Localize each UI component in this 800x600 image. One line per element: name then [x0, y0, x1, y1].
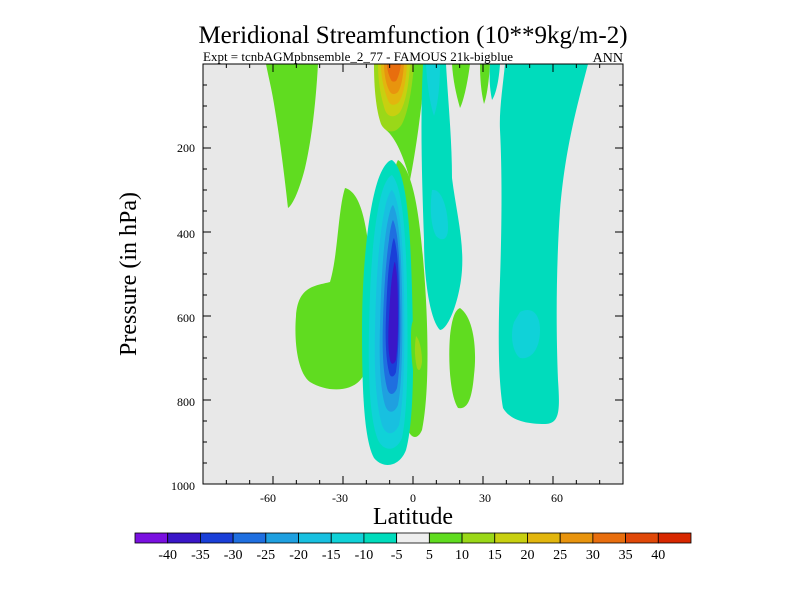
- contour-green-upper-south-small: [286, 64, 298, 112]
- chart-subtitle: Expt = tcnbAGMpbnsemble_2_77 - FAMOUS 21…: [203, 49, 513, 64]
- colorbar-level-label: -40: [158, 548, 177, 563]
- colorbar-swatch: [134, 532, 169, 544]
- contour-cyan-tropical-core-mid: [430, 189, 448, 240]
- x-tick-label: 0: [410, 491, 416, 505]
- colorbar-level-label: -25: [256, 548, 275, 563]
- colorbar-level-label: 20: [520, 548, 534, 563]
- contour-cyan-north-core: [512, 310, 540, 359]
- colorbar-level-label: 30: [586, 548, 600, 563]
- contour-fills: [266, 64, 588, 465]
- colorbar-swatch: [592, 532, 626, 544]
- contour-green-upper-south: [266, 64, 318, 208]
- colorbar-level-label: 40: [651, 548, 665, 563]
- colorbar-swatch: [625, 532, 659, 544]
- colorbar-swatch: [200, 532, 234, 544]
- colorbar-level-label: -30: [224, 548, 243, 563]
- colorbar-swatch: [428, 532, 463, 544]
- colorbar-level-label: 5: [426, 548, 433, 563]
- y-tick-label: 1000: [171, 479, 195, 493]
- contour-green-lower-south: [295, 188, 373, 390]
- colorbar-swatch: [396, 532, 430, 544]
- contour-neg-cell-35: [388, 262, 398, 364]
- colorbar-level-label: -10: [355, 548, 374, 563]
- colorbar-swatch: [265, 532, 299, 544]
- colorbar-swatch: [494, 532, 528, 544]
- colorbar-swatch: [527, 532, 561, 544]
- colorbar-swatch: [461, 532, 496, 544]
- x-axis-label: Latitude: [373, 504, 453, 530]
- colorbar-level-label: 25: [553, 548, 567, 563]
- x-axis: -60 -30 0 30 60 Latitude: [260, 491, 563, 530]
- contour-pos-cell-30: [387, 64, 401, 82]
- x-tick-label: 60: [551, 491, 563, 505]
- chart-title: Meridional Streamfunction (10**9kg/m-2): [198, 22, 627, 49]
- contour-cyan-north-upper: [489, 64, 500, 100]
- colorbar-level-label: -35: [191, 548, 210, 563]
- colorbar: [134, 532, 692, 544]
- y-axis-label: Pressure (in hPa): [116, 192, 142, 356]
- colorbar-swatch: [232, 532, 267, 544]
- colorbar-level-label: -15: [322, 548, 341, 563]
- colorbar-level-label: 10: [455, 548, 469, 563]
- colorbar-level-label: -20: [289, 548, 308, 563]
- colorbar-level-label: 35: [619, 548, 633, 563]
- colorbar-level-label: -5: [391, 548, 403, 563]
- y-tick-label: 200: [177, 141, 195, 155]
- x-tick-label: -60: [260, 491, 276, 505]
- contour-green-northern-midlevel: [449, 308, 476, 409]
- x-tick-label: -30: [332, 491, 348, 505]
- contour-yellow-tropical-lower: [414, 336, 422, 370]
- colorbar-swatch: [363, 532, 398, 544]
- season-label: ANN: [593, 51, 623, 66]
- y-axis: 200 400 600 800 1000 Pressure (in hPa): [116, 141, 195, 493]
- contour-cyan-tropical-core: [426, 64, 440, 116]
- colorbar-swatch: [657, 532, 692, 544]
- x-tick-label: 30: [479, 491, 491, 505]
- contour-green-northern-subtropics: [452, 64, 470, 108]
- colorbar-swatch: [559, 532, 594, 544]
- colorbar-swatch: [298, 532, 332, 544]
- plot-area: [202, 63, 624, 485]
- colorbar-level-label: 15: [488, 548, 502, 563]
- colorbar-labels: -40 -35 -30 -25 -20 -15 -10 -5 5 10 15 20 25 30 35 40: [158, 548, 665, 563]
- colorbar-swatch: [167, 532, 201, 544]
- axis-ticks: [202, 63, 624, 485]
- colorbar-swatch: [330, 532, 365, 544]
- contour-green-northern-upper-sliver: [480, 64, 490, 104]
- y-tick-label: 800: [177, 395, 195, 409]
- y-tick-label: 400: [177, 227, 195, 241]
- y-tick-label: 600: [177, 311, 195, 325]
